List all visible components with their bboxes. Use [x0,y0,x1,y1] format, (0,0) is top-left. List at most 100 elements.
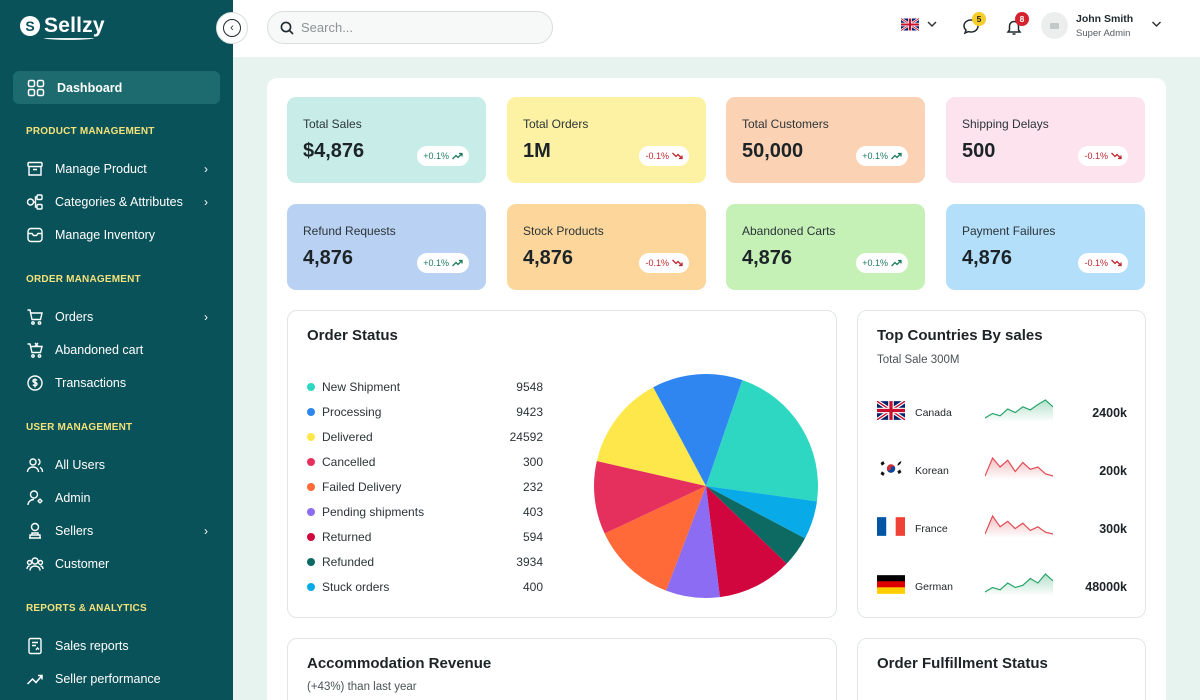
stat-card-value: 4,876 [303,247,354,269]
pie-slice[interactable] [706,486,805,564]
country-row[interactable]: Korean 200k [877,456,1127,482]
chevron-left-icon: ‹ [223,19,241,37]
stat-card[interactable]: Shipping Delays 500 -0.1% [946,97,1145,183]
legend-dot-icon [307,433,315,441]
brand-logo[interactable]: S Sellzy [20,14,105,38]
dashboard-grid-icon [27,79,45,97]
legend-dot-icon [307,558,315,566]
trend-down-icon [672,259,683,267]
stat-change-badge: +0.1% [856,146,908,166]
country-row[interactable]: France 300k [877,514,1127,540]
sparkline-chart [985,399,1053,422]
notifications-button[interactable]: 8 [1005,12,1029,38]
stat-card[interactable]: Payment Failures 4,876 -0.1% [946,204,1145,290]
country-row[interactable]: German 48000k [877,573,1127,598]
pie-slice[interactable] [706,486,817,539]
sidebar-item-transactions[interactable]: Transactions [26,372,216,394]
legend-item[interactable]: Processing 9423 [307,404,543,420]
avatar-placeholder-icon [1050,22,1059,29]
messages-button[interactable]: 5 [962,12,986,38]
legend-item[interactable]: Delivered 24592 [307,429,543,445]
pie-slice[interactable] [666,486,720,598]
order-status-title: Order Status [307,327,398,344]
pie-slice[interactable] [653,374,743,486]
top-countries-title: Top Countries By sales [877,327,1043,344]
search-bar[interactable] [267,11,553,44]
legend-item[interactable]: Failed Delivery 232 [307,479,543,495]
sidebar-item-admin[interactable]: Admin [26,487,216,509]
chevron-down-icon [1151,21,1162,28]
user-menu[interactable]: John Smith Super Admin [1041,12,1162,39]
sparkline-area [985,458,1053,480]
pie-slice[interactable] [594,461,706,534]
legend-item[interactable]: Pending shipments 403 [307,504,543,520]
sidebar-item-abandoned-cart[interactable]: Abandoned cart [26,339,216,361]
topbar: 5 8 John Smith Super Admin [233,0,1200,57]
sidebar-item-categories[interactable]: Categories & Attributes › [26,191,216,213]
user-role: Super Admin [1076,27,1131,39]
sidebar-item-sellers[interactable]: Sellers › [26,520,216,542]
sidebar-item-seller-performance[interactable]: Seller performance [26,668,216,690]
stat-card[interactable]: Total Orders 1M -0.1% [507,97,706,183]
collapse-sidebar-button[interactable]: ‹ [216,12,248,44]
stat-card-title: Total Customers [742,117,829,131]
legend-item[interactable]: Cancelled 300 [307,454,543,470]
stat-card[interactable]: Abandoned Carts 4,876 +0.1% [726,204,925,290]
stat-card-title: Refund Requests [303,224,396,238]
legend-value: 3934 [516,555,543,569]
stat-change-value: +0.1% [423,258,449,268]
inventory-icon [26,226,44,244]
sidebar-item-label: Admin [55,491,91,505]
legend-item[interactable]: Refunded 3934 [307,554,543,570]
sidebar-item-manage-inventory[interactable]: Manage Inventory [26,224,216,246]
language-selector[interactable] [901,18,937,31]
stat-card[interactable]: Stock Products 4,876 -0.1% [507,204,706,290]
abandoned-cart-icon [26,341,44,359]
stat-card-title: Total Orders [523,117,589,131]
pie-slice[interactable] [706,380,818,502]
stat-change-value: -0.1% [1084,258,1108,268]
sidebar: S Sellzy Dashboard PRODUCT MANAGEMENT Ma… [0,0,233,700]
pie-slice[interactable] [604,486,706,591]
stat-change-value: -0.1% [1084,151,1108,161]
search-input[interactable] [301,20,531,35]
legend-dot-icon [307,458,315,466]
logo-mark-icon: S [20,16,40,36]
top-countries-subtitle: Total Sale 300M [877,354,960,366]
country-row[interactable]: Canada 2400k [875,399,1127,424]
order-fulfillment-panel: Order Fulfillment Status [857,638,1146,700]
brand-name: Sellzy [44,14,105,37]
fulfillment-title: Order Fulfillment Status [877,655,1048,672]
legend-label: Delivered [322,430,373,444]
sidebar-item-all-users[interactable]: All Users [26,454,216,476]
legend-item[interactable]: New Shipment 9548 [307,379,543,395]
top-countries-panel: Top Countries By sales Total Sale 300M C… [857,310,1146,618]
sidebar-item-customer[interactable]: Customer [26,553,216,575]
dashboard-main: Total Sales $4,876 +0.1% Total Orders 1M -0.1… [267,78,1166,700]
section-title-user-management: USER MANAGEMENT [26,422,133,433]
order-status-pie-chart[interactable] [593,373,819,599]
country-name: Canada [915,407,952,419]
sidebar-item-orders[interactable]: Orders › [26,306,216,328]
avatar [1041,12,1068,39]
stat-card-value: 50,000 [742,140,804,162]
sidebar-item-manage-product[interactable]: Manage Product › [26,158,216,180]
admin-icon [26,489,44,507]
pie-slice[interactable] [596,387,706,486]
legend-item[interactable]: Returned 594 [307,529,543,545]
legend-dot-icon [307,483,315,491]
pie-slice[interactable] [706,486,787,598]
stat-card[interactable]: Total Sales $4,876 +0.1% [287,97,486,183]
stat-card[interactable]: Refund Requests 4,876 +0.1% [287,204,486,290]
stat-card-value: 4,876 [742,247,793,269]
sparkline-line [985,456,1053,477]
legend-item[interactable]: Stuck orders 400 [307,579,543,595]
legend-label: Refunded [322,555,375,569]
stat-card[interactable]: Total Customers 50,000 +0.1% [726,97,925,183]
sidebar-item-dashboard[interactable]: Dashboard [13,71,220,104]
sidebar-item-sales-reports[interactable]: Sales reports [26,635,216,657]
box-icon [26,160,44,178]
section-title-order-management: ORDER MANAGEMENT [26,274,141,285]
legend-dot-icon [307,583,315,591]
stat-card-value: 1M [523,140,551,162]
